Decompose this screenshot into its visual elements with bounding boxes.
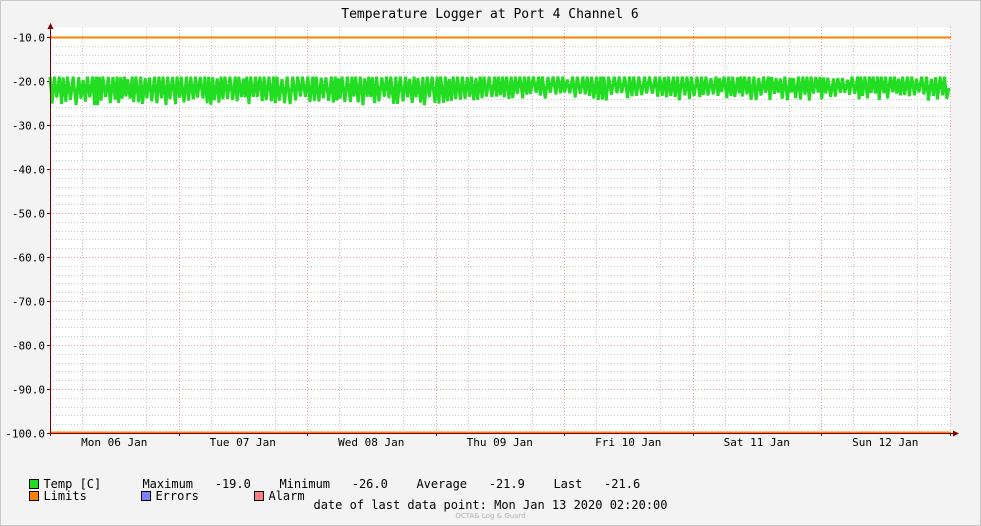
y-tick-label: -60.0 bbox=[12, 252, 45, 265]
x-tick-label: Wed 08 Jan bbox=[338, 436, 404, 449]
last-label: Last bbox=[553, 477, 583, 491]
last-value: -21.6 bbox=[604, 477, 641, 491]
x-tick-label: Fri 10 Jan bbox=[595, 436, 661, 449]
last-data-point: date of last data point: Mon Jan 13 2020… bbox=[0, 498, 981, 512]
average-label: Average bbox=[416, 477, 468, 491]
minimum-value: -26.0 bbox=[351, 477, 388, 491]
temperature-chart: Temperature Logger at Port 4 Channel 6 -… bbox=[5, 7, 959, 449]
y-axis-arrow bbox=[47, 23, 54, 29]
legend-temp-label: Temp [C] bbox=[43, 477, 102, 491]
legend-average: Average -21.9 bbox=[402, 463, 525, 491]
legend-row-temp: Temp [C] bbox=[15, 463, 101, 491]
y-tick-label: -30.0 bbox=[12, 120, 45, 133]
average-value: -21.9 bbox=[488, 477, 525, 491]
y-tick-label: -50.0 bbox=[12, 208, 45, 221]
x-axis-arrow bbox=[953, 430, 959, 437]
y-tick-label: -70.0 bbox=[12, 296, 45, 309]
temp-swatch bbox=[29, 479, 40, 489]
legend-limits: Limits bbox=[15, 475, 87, 503]
legend-minimum: Minimum -26.0 bbox=[265, 463, 388, 491]
last-point-label: date of last data point: bbox=[313, 498, 487, 512]
y-tick-label: -100.0 bbox=[5, 428, 45, 441]
chart-title: Temperature Logger at Port 4 Channel 6 bbox=[341, 7, 638, 22]
errors-swatch bbox=[141, 491, 152, 501]
y-tick-label: -40.0 bbox=[12, 164, 45, 177]
legend-last: Last -21.6 bbox=[539, 463, 640, 491]
legend-alarm-label: Alarm bbox=[268, 489, 305, 503]
last-point-value: Mon Jan 13 2020 02:20:00 bbox=[494, 498, 668, 512]
legend-maximum: Maximum -19.0 bbox=[128, 463, 251, 491]
legend-limits-label: Limits bbox=[43, 489, 87, 503]
maximum-value: -19.0 bbox=[214, 477, 251, 491]
temp-series bbox=[48, 76, 951, 106]
temp-line bbox=[48, 76, 951, 106]
legend-errors-label: Errors bbox=[155, 489, 199, 503]
limits-swatch bbox=[29, 491, 40, 501]
legend-alarm: Alarm bbox=[240, 475, 305, 503]
x-tick-label: Thu 09 Jan bbox=[467, 436, 533, 449]
axes bbox=[47, 23, 959, 437]
x-axis-tick-labels: Mon 06 Jan Tue 07 Jan Wed 08 Jan Thu 09 Jan… bbox=[81, 436, 918, 449]
x-tick-label: Tue 07 Jan bbox=[210, 436, 276, 449]
x-tick-label: Mon 06 Jan bbox=[81, 436, 147, 449]
limits-lines bbox=[50, 36, 951, 434]
x-tick-label: Sat 11 Jan bbox=[724, 436, 790, 449]
legend-errors: Errors bbox=[127, 475, 199, 503]
minimum-label: Minimum bbox=[279, 477, 331, 491]
y-tick-label: -10.0 bbox=[12, 32, 45, 45]
y-tick-label: -20.0 bbox=[12, 76, 45, 89]
y-tick-label: -80.0 bbox=[12, 340, 45, 353]
watermark: OCTA& Log & Guard bbox=[455, 512, 526, 520]
y-axis-tick-labels: -10.0 -20.0 -30.0 -40.0 -50.0 -60.0 -70.0 -80.0… bbox=[5, 32, 45, 441]
maximum-label: Maximum bbox=[142, 477, 194, 491]
alarm-swatch bbox=[254, 491, 265, 501]
y-tick-label: -90.0 bbox=[12, 384, 45, 397]
x-tick-label: Sun 12 Jan bbox=[852, 436, 918, 449]
